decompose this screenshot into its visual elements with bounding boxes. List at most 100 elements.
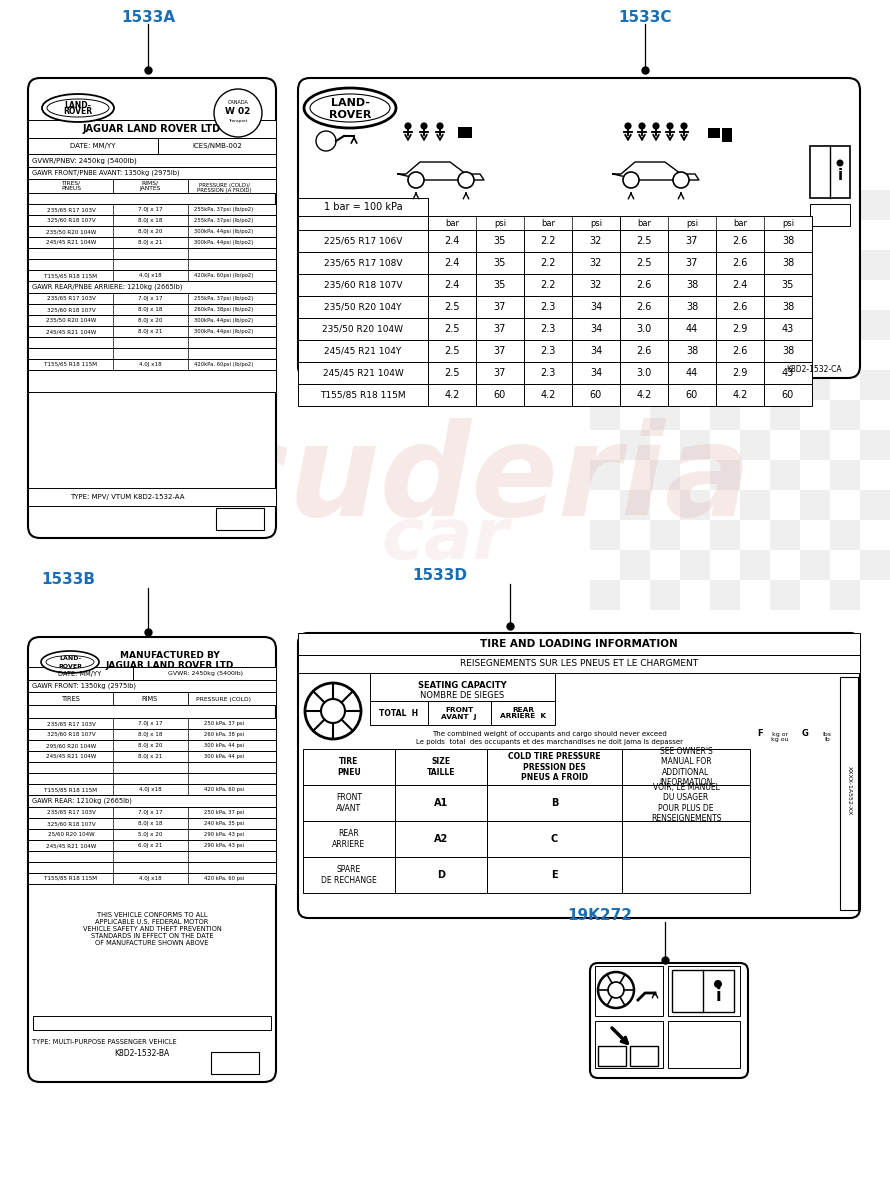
Circle shape bbox=[680, 122, 688, 130]
Circle shape bbox=[598, 972, 634, 1008]
Text: 2.5: 2.5 bbox=[636, 258, 651, 268]
Text: 60: 60 bbox=[686, 390, 698, 400]
FancyBboxPatch shape bbox=[298, 78, 860, 378]
Text: 2.4: 2.4 bbox=[444, 236, 460, 246]
Text: Transport: Transport bbox=[229, 119, 247, 122]
Text: 245/45 R21 104W: 245/45 R21 104W bbox=[45, 842, 96, 848]
Text: 255kPa, 37psi (lb/po2): 255kPa, 37psi (lb/po2) bbox=[194, 206, 254, 212]
Circle shape bbox=[321, 698, 345, 722]
Bar bbox=[216, 508, 264, 530]
Circle shape bbox=[625, 122, 632, 130]
Text: 37: 37 bbox=[494, 324, 506, 334]
Text: B: B bbox=[551, 798, 558, 808]
Bar bbox=[650, 520, 680, 550]
Bar bbox=[28, 270, 276, 281]
Bar bbox=[28, 120, 276, 138]
Text: C: C bbox=[551, 834, 558, 844]
Bar bbox=[298, 274, 428, 296]
Bar bbox=[572, 296, 620, 318]
Text: 290 kPa, 43 psi: 290 kPa, 43 psi bbox=[204, 842, 244, 848]
Text: T155/85 R18 115M: T155/85 R18 115M bbox=[44, 787, 98, 792]
Text: bar: bar bbox=[733, 218, 747, 228]
Bar bbox=[28, 248, 276, 259]
Bar bbox=[524, 384, 572, 406]
Text: 1533D: 1533D bbox=[412, 569, 467, 583]
Text: 2.5: 2.5 bbox=[444, 346, 460, 356]
Bar bbox=[620, 362, 668, 384]
Circle shape bbox=[305, 683, 361, 739]
Text: 1533B: 1533B bbox=[41, 572, 95, 588]
Bar bbox=[800, 190, 830, 220]
Bar bbox=[395, 857, 487, 893]
Bar bbox=[770, 520, 800, 550]
Bar bbox=[830, 400, 860, 430]
Circle shape bbox=[638, 122, 645, 130]
Text: bar: bar bbox=[541, 218, 555, 228]
Text: SEATING CAPACITY: SEATING CAPACITY bbox=[417, 680, 506, 690]
Bar bbox=[428, 216, 620, 230]
Text: 235/50 R20 104W: 235/50 R20 104W bbox=[45, 318, 96, 323]
Bar bbox=[28, 337, 276, 348]
Bar bbox=[303, 785, 395, 821]
Text: 38: 38 bbox=[686, 346, 698, 356]
Bar bbox=[620, 430, 650, 460]
Bar bbox=[710, 220, 740, 250]
Text: psi: psi bbox=[782, 218, 794, 228]
Bar bbox=[524, 340, 572, 362]
Text: psi: psi bbox=[494, 218, 506, 228]
Circle shape bbox=[214, 89, 262, 137]
Text: VOIR, LE MANUEL
DU USAGER
POUR PLUS DE
RENSEIGNEMENTS: VOIR, LE MANUEL DU USAGER POUR PLUS DE R… bbox=[651, 782, 721, 823]
Text: 37: 37 bbox=[686, 258, 698, 268]
Bar bbox=[620, 250, 650, 280]
Text: T155/65 R18 115M: T155/65 R18 115M bbox=[44, 272, 98, 278]
Text: SEE OWNER'S
MANUAL FOR
ADDITIONAL
INFORMATION: SEE OWNER'S MANUAL FOR ADDITIONAL INFORM… bbox=[659, 746, 713, 787]
Bar bbox=[428, 230, 476, 252]
Bar bbox=[716, 296, 764, 318]
Bar bbox=[428, 701, 491, 725]
Text: 245/45 R21 104W: 245/45 R21 104W bbox=[45, 240, 96, 245]
Bar bbox=[28, 226, 276, 236]
Bar bbox=[740, 550, 770, 580]
Text: 235/60 R18 107V: 235/60 R18 107V bbox=[324, 281, 402, 289]
Bar bbox=[476, 384, 524, 406]
Text: T155/85 R18 115M: T155/85 R18 115M bbox=[320, 390, 406, 400]
Bar bbox=[672, 970, 734, 1012]
Text: 420 kPa, 60 psi: 420 kPa, 60 psi bbox=[204, 876, 244, 881]
Text: 245/45 R21 104W: 245/45 R21 104W bbox=[45, 754, 96, 758]
FancyBboxPatch shape bbox=[298, 634, 860, 918]
Text: 37: 37 bbox=[494, 302, 506, 312]
Bar bbox=[860, 490, 890, 520]
Text: 260kPa, 38psi (lb/po2): 260kPa, 38psi (lb/po2) bbox=[194, 307, 254, 312]
Bar bbox=[298, 198, 428, 216]
Text: A2: A2 bbox=[434, 834, 449, 844]
Bar bbox=[298, 340, 428, 362]
Text: bar: bar bbox=[637, 218, 651, 228]
Bar bbox=[476, 318, 524, 340]
Bar bbox=[680, 430, 710, 460]
Text: 32: 32 bbox=[590, 258, 603, 268]
Text: 25/60 R20 104W: 25/60 R20 104W bbox=[48, 832, 94, 838]
Text: 260 kPa, 38 psi: 260 kPa, 38 psi bbox=[204, 732, 244, 737]
Bar bbox=[28, 784, 276, 794]
Bar bbox=[680, 370, 710, 400]
Text: SIZE
TAILLE: SIZE TAILLE bbox=[426, 757, 456, 776]
Text: 245/45 R21 104W: 245/45 R21 104W bbox=[323, 368, 403, 378]
Bar bbox=[28, 667, 276, 680]
Bar bbox=[370, 673, 555, 701]
Bar bbox=[370, 701, 428, 725]
Bar bbox=[298, 230, 428, 252]
Text: 38: 38 bbox=[782, 258, 794, 268]
Text: E: E bbox=[551, 870, 558, 880]
Bar bbox=[740, 430, 770, 460]
Bar bbox=[800, 250, 830, 280]
Bar bbox=[620, 296, 668, 318]
Bar bbox=[710, 280, 740, 310]
Bar bbox=[303, 821, 395, 857]
Bar bbox=[28, 488, 276, 506]
Bar bbox=[740, 250, 770, 280]
Bar bbox=[590, 580, 620, 610]
Text: 3.0: 3.0 bbox=[636, 368, 651, 378]
Bar bbox=[716, 274, 764, 296]
Text: 7.0J x 17: 7.0J x 17 bbox=[138, 721, 162, 726]
Polygon shape bbox=[398, 162, 484, 180]
